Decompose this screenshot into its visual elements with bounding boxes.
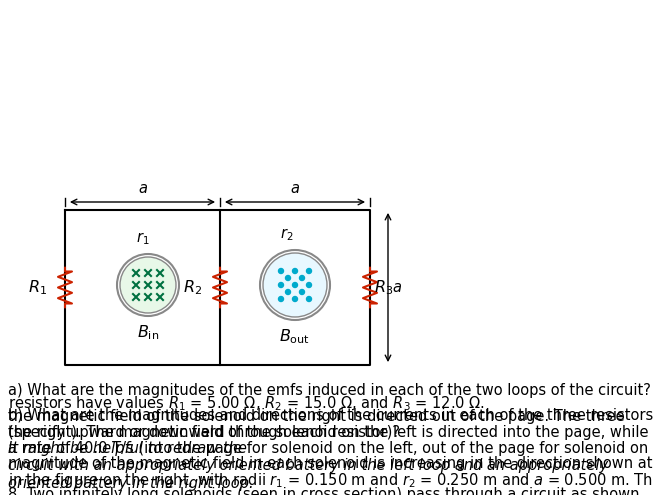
- Circle shape: [285, 290, 291, 295]
- Text: $R_2$: $R_2$: [183, 278, 202, 297]
- Circle shape: [285, 276, 291, 281]
- Text: in the figure on the right, with radii $r_1$ = 0.150 m and $r_2$ = 0.250 m and $: in the figure on the right, with radii $…: [8, 472, 653, 491]
- Circle shape: [117, 254, 179, 316]
- Text: $R_1$: $R_1$: [28, 278, 47, 297]
- Text: resistors have values $R_1$ = 5.00 Ω, $R_2$ = 15.0 Ω, and $R_3$ = 12.0 Ω.: resistors have values $R_1$ = 5.00 Ω, $R…: [8, 394, 485, 413]
- Text: $R_3$: $R_3$: [374, 278, 393, 297]
- Circle shape: [293, 297, 298, 301]
- Text: $r_2$: $r_2$: [280, 226, 294, 243]
- Text: 8. Two infinitely long solenoids (seen in cross section) pass through a circuit : 8. Two infinitely long solenoids (seen i…: [8, 487, 639, 495]
- Text: $r_1$: $r_1$: [136, 230, 150, 247]
- Text: the magnetic field of the solenoid on the right is directed out of the page. The: the magnetic field of the solenoid on th…: [8, 409, 625, 425]
- Circle shape: [306, 283, 311, 288]
- Text: $a$: $a$: [392, 280, 402, 295]
- Circle shape: [306, 268, 311, 274]
- Text: $B_{\rm in}$: $B_{\rm in}$: [137, 323, 159, 342]
- Circle shape: [306, 297, 311, 301]
- Circle shape: [278, 268, 283, 274]
- Circle shape: [300, 276, 304, 281]
- Circle shape: [263, 253, 327, 317]
- Text: the right). The magnetic field of the solenoid on the left is directed into the : the right). The magnetic field of the so…: [8, 425, 648, 440]
- Text: b) What are the magnitudes and directions of the currents in each of the three r: b) What are the magnitudes and direction…: [8, 408, 653, 441]
- Circle shape: [293, 268, 298, 274]
- Text: magnitude of the magnetic field in each solenoid is increasing in the direction : magnitude of the magnetic field in each …: [8, 456, 652, 471]
- Text: $a$: $a$: [290, 181, 300, 196]
- Circle shape: [293, 283, 298, 288]
- Circle shape: [278, 297, 283, 301]
- Text: a) What are the magnitudes of the emfs induced in each of the two loops of the c: a) What are the magnitudes of the emfs i…: [8, 383, 651, 398]
- Circle shape: [300, 290, 304, 295]
- Circle shape: [120, 257, 176, 313]
- Text: $B_{\rm out}$: $B_{\rm out}$: [279, 327, 311, 346]
- Text: $a$: $a$: [138, 181, 148, 196]
- Text: It might be helpful to redraw the
circuit with an appropriately oriented battery: It might be helpful to redraw the circui…: [8, 441, 608, 491]
- Circle shape: [260, 250, 330, 320]
- Circle shape: [278, 283, 283, 288]
- Text: a rate of 40.0 T/s (into the page for solenoid on the left, out of the page for : a rate of 40.0 T/s (into the page for so…: [8, 441, 648, 455]
